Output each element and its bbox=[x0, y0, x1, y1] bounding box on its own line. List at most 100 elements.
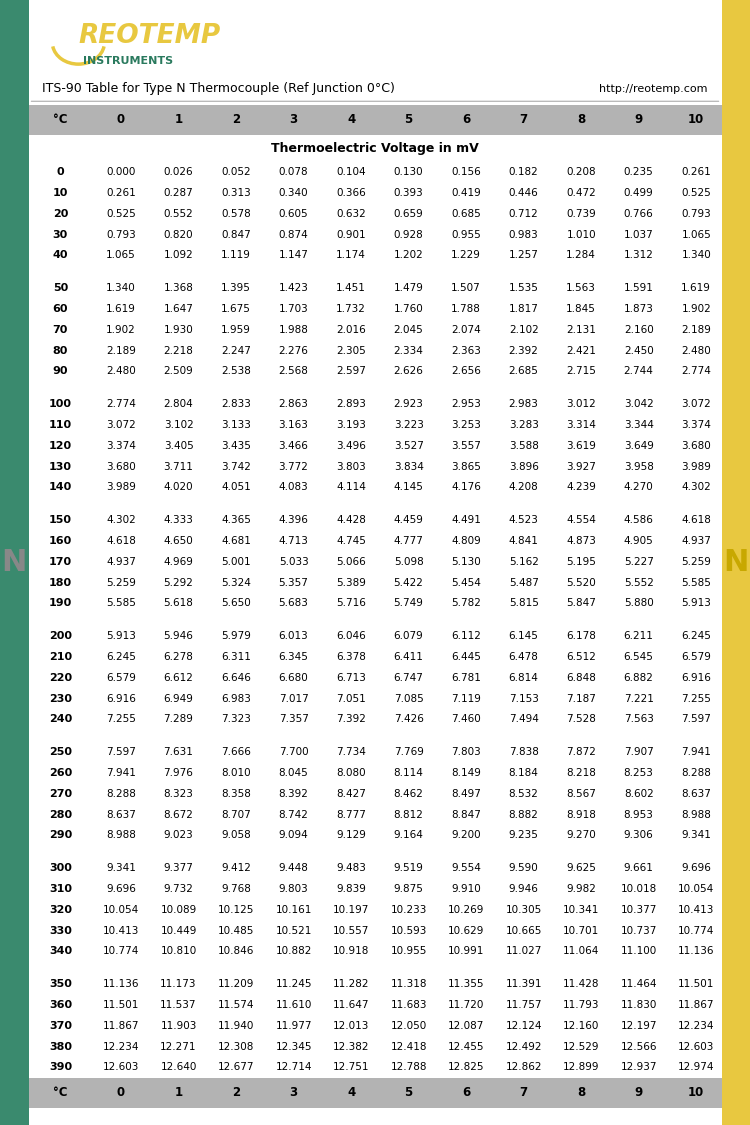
Text: 1.479: 1.479 bbox=[394, 284, 424, 294]
Text: 8.010: 8.010 bbox=[221, 768, 251, 778]
Text: 320: 320 bbox=[49, 904, 72, 915]
Text: 4.937: 4.937 bbox=[106, 557, 136, 567]
Text: 3.680: 3.680 bbox=[106, 461, 136, 471]
Text: 5.422: 5.422 bbox=[394, 577, 424, 587]
Text: 5.357: 5.357 bbox=[279, 577, 308, 587]
Text: 7.563: 7.563 bbox=[624, 714, 653, 724]
Text: 4.491: 4.491 bbox=[452, 515, 481, 525]
Text: 1.284: 1.284 bbox=[566, 250, 596, 260]
Text: 3.927: 3.927 bbox=[566, 461, 596, 471]
Text: 7.392: 7.392 bbox=[336, 714, 366, 724]
Text: 6.345: 6.345 bbox=[279, 652, 308, 663]
Text: 2.656: 2.656 bbox=[452, 367, 481, 376]
Text: 12.124: 12.124 bbox=[506, 1020, 542, 1030]
Text: 8.847: 8.847 bbox=[452, 810, 481, 820]
Text: 3.680: 3.680 bbox=[681, 441, 711, 451]
Text: 5: 5 bbox=[404, 1087, 412, 1099]
Text: 7.666: 7.666 bbox=[221, 747, 251, 757]
Text: 270: 270 bbox=[49, 789, 72, 799]
Text: 1.959: 1.959 bbox=[221, 325, 251, 335]
Text: 8.672: 8.672 bbox=[164, 810, 194, 820]
Text: 1.257: 1.257 bbox=[509, 250, 538, 260]
Text: 5.749: 5.749 bbox=[394, 598, 424, 609]
Text: 8.777: 8.777 bbox=[336, 810, 366, 820]
Text: 8.882: 8.882 bbox=[509, 810, 538, 820]
Text: 290: 290 bbox=[49, 830, 72, 840]
Text: 180: 180 bbox=[49, 577, 72, 587]
Text: 0.446: 0.446 bbox=[509, 188, 538, 198]
Text: 12.640: 12.640 bbox=[160, 1062, 196, 1072]
Text: 10.737: 10.737 bbox=[620, 926, 657, 936]
Text: 2.538: 2.538 bbox=[221, 367, 251, 376]
Text: 8.602: 8.602 bbox=[624, 789, 653, 799]
Text: 11.501: 11.501 bbox=[103, 1000, 140, 1010]
Text: 240: 240 bbox=[49, 714, 72, 724]
Text: 8.358: 8.358 bbox=[221, 789, 251, 799]
Text: 7: 7 bbox=[520, 114, 528, 126]
Text: 1.988: 1.988 bbox=[279, 325, 308, 335]
Text: 11.574: 11.574 bbox=[217, 1000, 254, 1010]
Text: 4.905: 4.905 bbox=[624, 537, 653, 546]
Text: 8.288: 8.288 bbox=[681, 768, 711, 778]
Text: 140: 140 bbox=[49, 483, 72, 493]
Text: 11.793: 11.793 bbox=[563, 1000, 599, 1010]
Text: 7.323: 7.323 bbox=[221, 714, 251, 724]
Text: 5.815: 5.815 bbox=[509, 598, 538, 609]
Text: 4: 4 bbox=[347, 114, 355, 126]
Text: 9.696: 9.696 bbox=[681, 864, 711, 873]
Text: 4.745: 4.745 bbox=[336, 537, 366, 546]
Text: 1.873: 1.873 bbox=[624, 304, 653, 314]
Text: 0.793: 0.793 bbox=[681, 209, 711, 219]
Text: 4.051: 4.051 bbox=[221, 483, 251, 493]
Text: 2: 2 bbox=[232, 1087, 240, 1099]
Text: 2.363: 2.363 bbox=[452, 345, 481, 356]
Text: 2.597: 2.597 bbox=[336, 367, 366, 376]
Text: 11.501: 11.501 bbox=[678, 980, 715, 990]
Text: 1.092: 1.092 bbox=[164, 250, 194, 260]
Text: 12.677: 12.677 bbox=[217, 1062, 254, 1072]
Text: 7.255: 7.255 bbox=[681, 694, 711, 703]
Text: 6.411: 6.411 bbox=[394, 652, 424, 663]
Text: 3.865: 3.865 bbox=[452, 461, 481, 471]
Text: 0: 0 bbox=[117, 1087, 125, 1099]
Text: 1.619: 1.619 bbox=[681, 284, 711, 294]
Text: 5.913: 5.913 bbox=[106, 631, 136, 641]
Text: 2.218: 2.218 bbox=[164, 345, 194, 356]
Text: 9.590: 9.590 bbox=[509, 864, 538, 873]
Text: 1.174: 1.174 bbox=[336, 250, 366, 260]
Text: 8.045: 8.045 bbox=[279, 768, 308, 778]
Text: 0: 0 bbox=[117, 114, 125, 126]
Text: 6.579: 6.579 bbox=[681, 652, 711, 663]
Text: 4.681: 4.681 bbox=[221, 537, 251, 546]
Text: 4: 4 bbox=[347, 1087, 355, 1099]
Text: 11.720: 11.720 bbox=[448, 1000, 485, 1010]
Text: 350: 350 bbox=[49, 980, 72, 990]
Text: 2.074: 2.074 bbox=[452, 325, 481, 335]
Text: 9.982: 9.982 bbox=[566, 884, 596, 894]
Text: 9: 9 bbox=[634, 114, 643, 126]
Text: 10.125: 10.125 bbox=[217, 904, 254, 915]
Text: 6.612: 6.612 bbox=[164, 673, 194, 683]
Text: 3.193: 3.193 bbox=[336, 420, 366, 430]
Text: 0.000: 0.000 bbox=[106, 168, 136, 178]
Text: 3.042: 3.042 bbox=[624, 399, 653, 410]
Text: 5.130: 5.130 bbox=[452, 557, 481, 567]
Text: 11.173: 11.173 bbox=[160, 980, 196, 990]
Text: 0.261: 0.261 bbox=[106, 188, 136, 198]
Text: 4.969: 4.969 bbox=[164, 557, 194, 567]
Text: 3.711: 3.711 bbox=[164, 461, 194, 471]
Text: 170: 170 bbox=[49, 557, 72, 567]
Text: 1.788: 1.788 bbox=[452, 304, 481, 314]
Text: 12.345: 12.345 bbox=[275, 1042, 312, 1052]
Text: 0.313: 0.313 bbox=[221, 188, 251, 198]
Text: 12.418: 12.418 bbox=[390, 1042, 427, 1052]
Text: 6.646: 6.646 bbox=[221, 673, 251, 683]
Text: 9.235: 9.235 bbox=[509, 830, 538, 840]
Text: 8.707: 8.707 bbox=[221, 810, 251, 820]
Text: 7.597: 7.597 bbox=[106, 747, 136, 757]
Text: 10.774: 10.774 bbox=[678, 926, 715, 936]
Bar bbox=[28, 1078, 722, 1108]
Text: 11.355: 11.355 bbox=[448, 980, 485, 990]
Text: 330: 330 bbox=[49, 926, 72, 936]
Text: 4.618: 4.618 bbox=[106, 537, 136, 546]
